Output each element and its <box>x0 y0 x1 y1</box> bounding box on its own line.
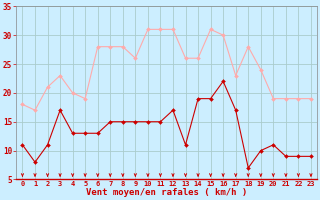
X-axis label: Vent moyen/en rafales ( km/h ): Vent moyen/en rafales ( km/h ) <box>86 188 247 197</box>
